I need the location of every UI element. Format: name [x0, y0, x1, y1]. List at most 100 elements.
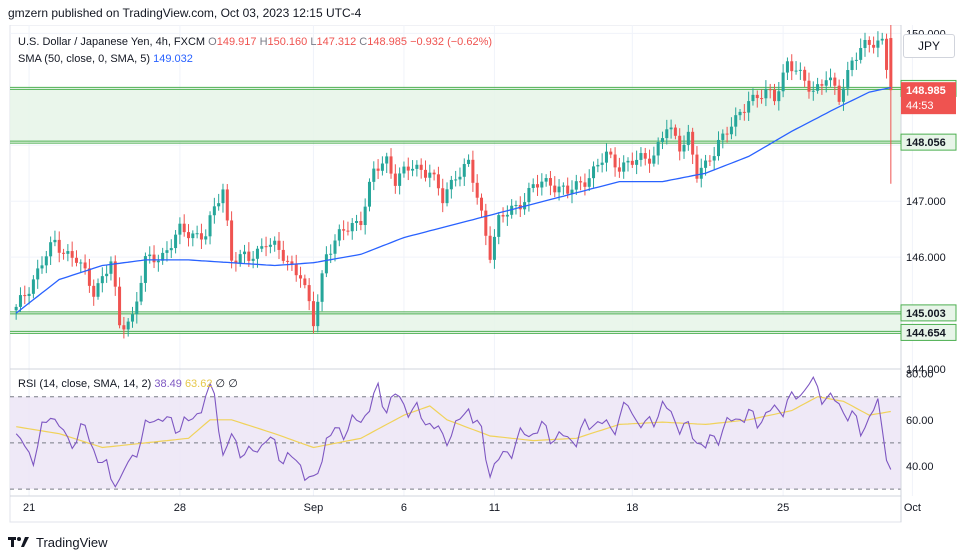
- candle-body: [863, 39, 867, 49]
- high-label: H: [259, 36, 268, 48]
- candle-body: [544, 178, 548, 182]
- symbol-title: U.S. Dollar / Japanese Yen, 4h, FXCM: [18, 36, 206, 48]
- currency-button[interactable]: JPY: [903, 34, 955, 58]
- tradingview-logo-icon: [8, 537, 29, 547]
- chart-canvas[interactable]: 144.000145.000146.000147.000148.000149.0…: [0, 25, 970, 530]
- candle-body: [751, 94, 755, 102]
- sma-label: SMA (50, close, 0, SMA, 5): [18, 53, 151, 65]
- rsi-extra-1: ∅: [215, 378, 226, 390]
- candle-body: [44, 256, 48, 266]
- candle-body: [785, 61, 789, 73]
- candle-body: [212, 206, 216, 216]
- candle-body: [626, 160, 630, 163]
- candle-body: [66, 251, 70, 254]
- candle-body: [816, 84, 820, 91]
- candle-body: [346, 230, 350, 232]
- candle-body: [579, 181, 583, 183]
- candle-body: [139, 282, 143, 302]
- candle-body: [682, 144, 686, 152]
- candle-body: [342, 229, 346, 231]
- candle-body: [380, 163, 384, 171]
- candle-body: [195, 233, 199, 235]
- candle-body: [329, 253, 333, 255]
- candle-body: [113, 261, 117, 287]
- candle-body: [152, 254, 156, 263]
- candle-body: [488, 235, 492, 260]
- candle-body: [630, 160, 634, 165]
- candle-body: [445, 189, 449, 204]
- candle-body: [772, 89, 777, 102]
- sma-value: 149.032: [153, 53, 193, 65]
- candle-body: [462, 164, 466, 177]
- candle-body: [186, 232, 191, 239]
- candle-body: [311, 301, 315, 327]
- candle-body: [673, 127, 677, 136]
- candle-body: [479, 197, 484, 211]
- zone-price-badge: [900, 304, 957, 322]
- candle-body: [143, 256, 147, 283]
- candle-body: [40, 265, 44, 269]
- candle-body: [889, 38, 893, 91]
- candle-body: [79, 262, 83, 264]
- candle-body: [316, 301, 320, 327]
- candle-body: [57, 239, 61, 253]
- candle-body: [725, 133, 729, 135]
- candle-body: [691, 131, 695, 155]
- candle-body: [225, 189, 229, 221]
- candle-body: [721, 133, 725, 140]
- candle-body: [729, 126, 733, 135]
- candle-body: [62, 252, 66, 254]
- time-tick-label: 28: [174, 502, 186, 514]
- candle-body: [23, 295, 27, 297]
- close-value: 148.985: [367, 36, 408, 48]
- candle-body: [105, 273, 109, 277]
- candle-body: [548, 178, 552, 186]
- candle-body: [648, 158, 652, 164]
- candle-body: [531, 184, 535, 188]
- candle-body: [230, 220, 234, 261]
- candle-body: [540, 181, 544, 188]
- candle-body: [234, 260, 238, 263]
- candle-body: [217, 203, 221, 207]
- candle-body: [337, 229, 341, 241]
- candle-body: [122, 325, 126, 330]
- candle-body: [191, 233, 195, 239]
- candle-body: [294, 264, 298, 276]
- candle-body: [277, 240, 281, 250]
- price-tick-label: 146.000: [906, 252, 946, 264]
- candle-body: [243, 251, 247, 255]
- candle-body: [255, 248, 259, 259]
- candle-body: [286, 260, 290, 262]
- candle-body: [492, 236, 496, 260]
- candle-body: [760, 98, 764, 100]
- candle-body: [764, 89, 768, 99]
- candle-body: [600, 162, 604, 165]
- candle-body: [458, 176, 462, 180]
- candle-body: [596, 164, 600, 167]
- candle-body: [18, 295, 22, 307]
- time-tick-label: 6: [401, 502, 407, 514]
- candle-body: [303, 278, 307, 286]
- candle-body: [656, 142, 660, 156]
- zone-price-label: 145.003: [906, 308, 946, 320]
- candle-body: [372, 168, 376, 182]
- candle-body: [484, 210, 488, 236]
- candle-body: [367, 181, 371, 207]
- candle-body: [14, 306, 18, 311]
- candle-body: [652, 155, 656, 164]
- time-tick-label: Sep: [304, 502, 324, 514]
- candle-body: [514, 204, 518, 206]
- candle-body: [561, 185, 565, 187]
- candle-body: [807, 80, 811, 92]
- candle-body: [251, 258, 255, 261]
- candle-body: [467, 159, 471, 165]
- rsi-tick-label: 60.00: [906, 415, 934, 427]
- candle-body: [859, 48, 863, 60]
- candle-body: [320, 273, 324, 302]
- rsi-tick-label: 80.00: [906, 369, 934, 381]
- candle-body: [872, 44, 876, 48]
- candle-body: [660, 138, 664, 143]
- candle-body: [389, 156, 393, 174]
- candle-body: [355, 220, 359, 224]
